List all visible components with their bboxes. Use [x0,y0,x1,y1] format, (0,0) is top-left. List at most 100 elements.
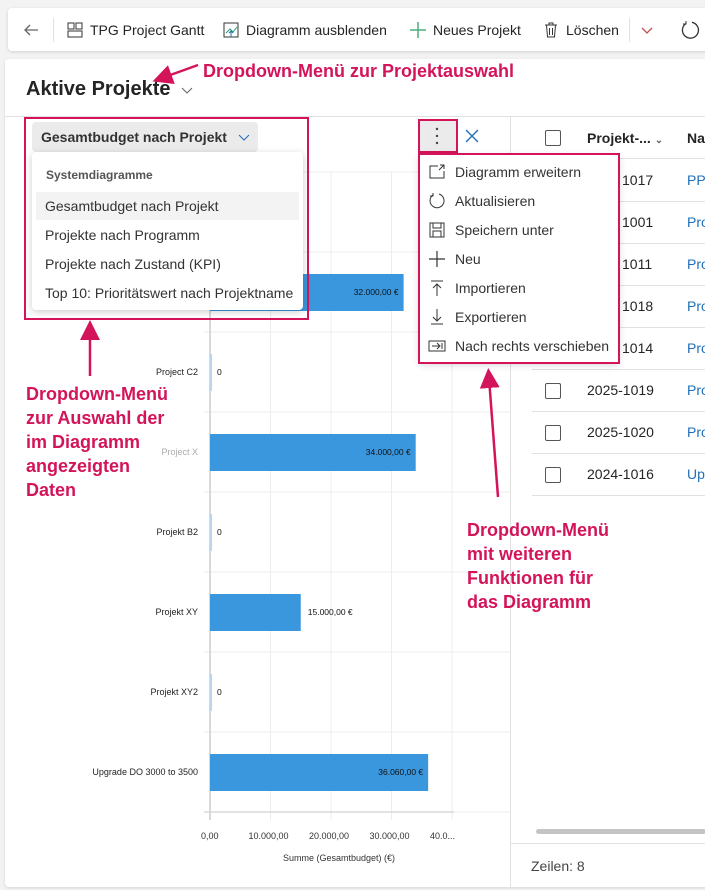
data-label: 0 [217,527,222,537]
menu-item-move-right[interactable]: Nach rechts verschieben [428,333,609,359]
plus-icon [429,251,445,267]
data-label: 15.000,00 € [308,607,353,617]
row-count: Zeilen: 8 [531,858,585,874]
project-name-link[interactable]: PPI [687,172,705,188]
annotation-line: im Diagramm [26,432,141,452]
highlight-box [418,153,620,364]
bar [210,754,429,791]
horizontal-scrollbar[interactable] [536,829,705,834]
refresh-icon [429,193,445,209]
delete-button[interactable]: Löschen [542,8,619,51]
x-tick-label: 30.000,00 [370,831,410,841]
data-label: 34.000,00 € [366,447,411,457]
menu-item-refresh[interactable]: Aktualisieren [428,188,535,214]
chart-selector-dropdown[interactable]: Gesamtbudget nach Projekt [32,122,258,152]
project-id-cell: 2025-1019 [587,382,654,398]
move-right-icon [428,340,446,352]
annotation-data-select: Dropdown-Menü zur Auswahl der im Diagram… [26,382,168,502]
menu-item-export[interactable]: Exportieren [428,304,527,330]
view-selector[interactable]: Aktive Projekte [26,78,194,101]
refresh-button[interactable] [680,8,700,51]
menu-item-import[interactable]: Importieren [428,275,526,301]
project-name-link[interactable]: Up [687,466,705,482]
project-id-cell: 1017 [622,172,654,188]
column-header-project-id[interactable]: Projekt-... ⌄ [587,130,663,146]
column-header-name[interactable]: Na [687,130,705,146]
table-row[interactable]: 2025-1019 Pro [532,370,705,412]
menu-item-expand-chart[interactable]: Diagramm erweitern [428,159,581,185]
category-label: Project X [161,447,198,457]
close-chart-button[interactable] [463,127,481,150]
hide-chart-button[interactable]: Diagramm ausblenden [222,8,387,51]
tpg-project-gantt-button[interactable]: TPG Project Gantt [66,8,204,51]
project-name-link[interactable]: Pro [687,214,705,230]
menu-item-label: Aktualisieren [455,193,536,209]
more-commands-chevron[interactable] [640,8,654,51]
menu-item-label: Diagramm erweitern [455,164,582,180]
menu-item-save-as[interactable]: Speichern unter [428,217,554,243]
select-all-checkbox[interactable] [545,130,561,146]
menu-option[interactable]: Projekte nach Zustand (KPI) [45,256,221,272]
menu-item-label: Nach rechts verschieben [455,338,610,354]
chevron-down-icon: ⌄ [654,135,664,146]
data-label: 0 [217,367,222,377]
project-id-cell: 1011 [622,256,653,272]
data-label: 0 [217,687,222,697]
annotation-line: das Diagramm [467,592,592,612]
table-row[interactable]: 2024-1016 Up [532,454,705,496]
x-tick-label: 0,00 [201,831,219,841]
selected-chart-label: Gesamtbudget nach Projekt [41,129,227,145]
project-name-link[interactable]: Pro [687,256,705,272]
category-label: Projekt B2 [156,527,198,537]
project-name-link[interactable]: Pro [687,298,705,314]
chevron-down-icon [641,27,653,34]
project-name-link[interactable]: Pro [687,340,705,356]
row-checkbox[interactable] [545,383,561,399]
save-icon [429,222,445,238]
annotation-line: Dropdown-Menü [467,520,609,540]
menu-item-new[interactable]: Neu [428,246,481,272]
back-arrow-icon [24,24,38,35]
row-checkbox[interactable] [545,425,561,441]
menu-group-header: Systemdiagramme [46,168,153,182]
table-row[interactable]: 2025-1020 Pro [532,412,705,454]
project-name-link[interactable]: Pro [687,424,705,440]
annotation-more-functions: Dropdown-Menü mit weiteren Funktionen fü… [467,518,609,614]
x-tick-label: 40.0... [430,831,455,841]
bar [210,354,212,391]
page-title: Aktive Projekte [26,78,171,100]
button-label: Neues Projekt [433,21,521,38]
row-checkbox[interactable] [545,467,561,483]
gantt-icon [67,22,83,37]
chart-more-button[interactable] [420,121,456,151]
chart-functions-menu: Diagramm erweitern Aktualisieren Speiche… [420,155,618,362]
button-label: TPG Project Gantt [90,21,205,38]
project-id-cell: 2025-1020 [587,424,654,440]
menu-option[interactable]: Projekte nach Programm [45,227,200,243]
highlight-box [24,117,309,320]
data-label: 36.060,00 € [378,767,423,777]
more-vertical-icon [435,127,439,145]
export-icon [431,309,443,325]
bar [210,434,416,471]
data-label: 32.000,00 € [354,287,399,297]
annotation-project-select: Dropdown-Menü zur Projektauswahl [203,61,515,81]
menu-option[interactable]: Gesamtbudget nach Projekt [36,192,299,220]
close-icon [465,129,479,143]
back-button[interactable] [22,8,40,51]
annotation-line: Funktionen für [467,568,593,588]
x-tick-label: 10.000,00 [249,831,289,841]
menu-option[interactable]: Top 10: Prioritätswert nach Projektname [45,285,294,301]
project-name-link[interactable]: Pro [687,382,705,398]
button-label: Löschen [566,21,619,38]
annotation-line: angezeigten [26,456,131,476]
command-bar: TPG Project Gantt Diagramm ausblenden Ne… [8,8,705,51]
category-label: Project C2 [156,367,198,377]
bar [210,514,212,551]
chevron-down-icon [238,134,250,141]
menu-item-label: Importieren [455,280,526,296]
import-icon [431,280,443,296]
bar [210,674,212,711]
annotation-line: mit weiteren [467,544,573,564]
new-project-button[interactable]: Neues Projekt [409,8,521,51]
